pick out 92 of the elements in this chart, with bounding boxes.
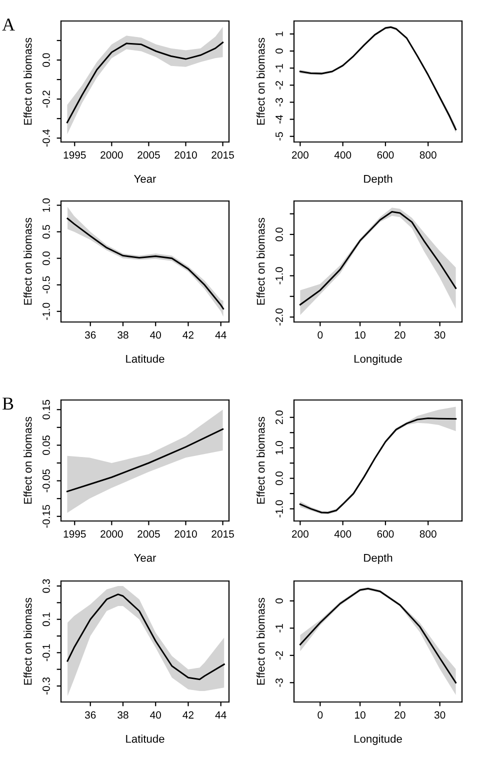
x-tick-label: 30: [434, 711, 446, 719]
x-tick-label: 38: [118, 331, 128, 339]
y-tick-label: 0.0: [276, 228, 283, 242]
x-tick-label: 2010: [174, 530, 197, 538]
x-tick-label: 2015: [212, 151, 234, 159]
y-axis-title: Effect on biomass: [256, 38, 265, 125]
y-tick-label: 2.0: [276, 410, 283, 424]
y-tick-label: -0.2: [42, 90, 50, 108]
x-tick-label: 600: [377, 151, 394, 159]
y-tick-label: -1.0: [42, 302, 50, 320]
y-tick-label: -4: [276, 114, 283, 124]
y-tick-label: -0.05: [42, 469, 50, 492]
text: B: [2, 398, 14, 410]
x-axis-title: Year: [134, 554, 156, 562]
x-axis-title: Longitude: [354, 734, 402, 745]
x-tick-label: 1995: [64, 530, 86, 538]
y-tick-label: -0.5: [42, 276, 50, 294]
x-tick-label: 2000: [100, 530, 123, 538]
x-tick-label: 20: [394, 331, 406, 339]
y-tick-label: -3: [276, 678, 283, 687]
x-tick-label: 10: [355, 711, 366, 719]
y-axis-title: Effect on biomass: [24, 218, 32, 305]
x-axis-title: Depth: [364, 174, 392, 185]
x-axis-title: Latitude: [126, 734, 164, 743]
line-series: [66, 42, 224, 124]
line-series: [66, 428, 224, 492]
x-tick-label: 36: [84, 711, 96, 719]
x-tick-label: 30: [434, 331, 446, 339]
x-tick-label: 42: [182, 711, 194, 719]
y-axis-title: Effect on biomass: [256, 416, 265, 504]
y-tick-label: 0.5: [42, 224, 50, 239]
x-tick-label: 400: [334, 530, 352, 538]
y-axis-title: Effect on biomass: [24, 598, 32, 685]
x-axis-title: Year: [134, 175, 156, 183]
x-tick-label: 2000: [100, 151, 123, 159]
x-tick-label: 0: [318, 331, 323, 339]
y-tick-label: 0.0: [276, 471, 283, 486]
x-tick-label: 2015: [212, 530, 234, 538]
x-tick-label: 2005: [138, 151, 160, 159]
y-tick-label: 1.0: [42, 198, 50, 212]
y-tick-label: -1: [276, 64, 283, 72]
x-tick-label: 800: [420, 151, 436, 159]
x-tick-label: 200: [292, 151, 308, 159]
x-tick-label: 20: [394, 711, 406, 719]
x-tick-label: 400: [334, 151, 352, 159]
y-tick-label: -3: [276, 98, 283, 106]
y-tick-label: 0.0: [42, 251, 50, 266]
x-tick-label: 200: [292, 530, 308, 538]
y-tick-label: -0.4: [42, 129, 50, 147]
x-tick-label: 2010: [174, 151, 197, 159]
y-tick-label: 0: [276, 48, 283, 54]
y-tick-label: -1: [276, 624, 283, 632]
y-tick-label: 0.05: [42, 435, 50, 455]
x-tick-label: 0: [318, 711, 323, 719]
x-tick-label: 10: [355, 331, 366, 339]
x-axis-title: Latitude: [126, 354, 164, 363]
line-series: [66, 218, 224, 310]
x-tick-label: 1995: [64, 151, 86, 159]
y-axis-title: Effect on biomass: [256, 598, 265, 685]
y-axis-title: Effect on biomass: [256, 218, 265, 305]
y-axis-title: Effect on biomass: [24, 38, 32, 125]
x-tick-label: 36: [84, 331, 96, 339]
y-tick-label: -0.1: [42, 644, 50, 662]
y-tick-label: 0.15: [42, 400, 50, 420]
y-tick-label: -0.3: [42, 677, 50, 695]
y-tick-label: -1.0: [276, 500, 283, 518]
y-tick-label: -1.0: [276, 267, 283, 284]
y-tick-label: 0.3: [42, 579, 50, 593]
x-axis-title: Longitude: [354, 354, 402, 365]
x-tick-label: 40: [150, 331, 161, 339]
x-tick-label: 42: [182, 331, 194, 339]
x-tick-label: 44: [215, 331, 226, 339]
x-axis-title: Depth: [364, 554, 392, 564]
y-tick-label: 0.0: [42, 53, 50, 67]
line-series: [66, 594, 225, 680]
x-tick-label: 800: [420, 530, 436, 538]
y-axis-title: Effect on biomass: [24, 416, 32, 504]
y-tick-label: -2: [276, 651, 283, 660]
x-tick-label: 600: [377, 530, 394, 538]
y-tick-label: -5: [276, 132, 283, 141]
x-tick-label: 40: [150, 711, 161, 719]
x-tick-label: 44: [215, 711, 226, 719]
y-tick-label: 1.0: [276, 441, 283, 454]
text: A: [2, 18, 15, 31]
y-tick-label: 0.1: [42, 612, 50, 626]
y-tick-label: -2: [276, 81, 283, 90]
y-tick-label: 0: [276, 598, 283, 604]
y-tick-label: -0.15: [42, 504, 50, 528]
y-tick-label: 1: [276, 32, 283, 36]
x-tick-label: 2005: [138, 530, 160, 538]
x-tick-label: 38: [118, 711, 128, 719]
y-tick-label: -2.0: [276, 308, 283, 326]
